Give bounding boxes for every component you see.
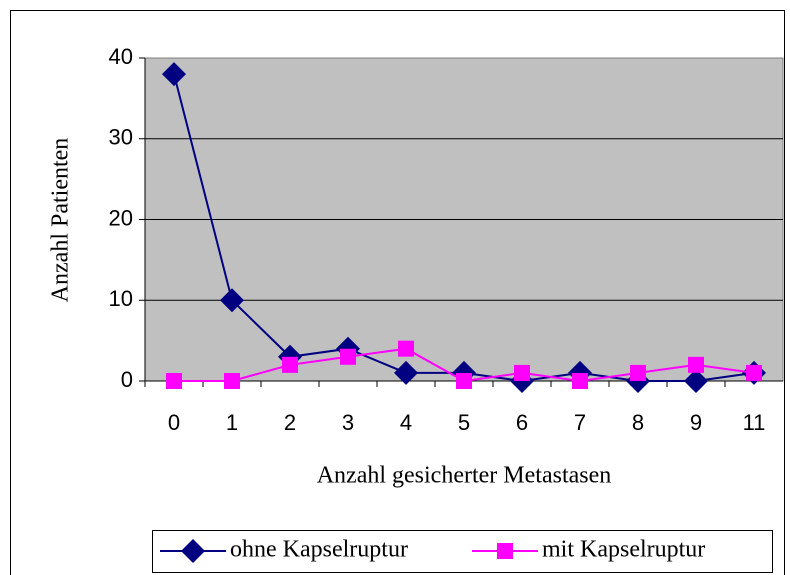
data-point <box>220 288 244 313</box>
data-point <box>224 373 240 389</box>
data-point <box>340 348 356 365</box>
data-point <box>282 356 298 373</box>
data-point <box>688 356 704 373</box>
x-tick-label: 9 <box>690 410 702 435</box>
legend-marker <box>497 543 513 559</box>
legend-label: mit Kapselruptur <box>542 537 705 563</box>
data-point <box>166 373 182 389</box>
data-point <box>572 373 588 389</box>
x-tick-label: 1 <box>226 410 238 435</box>
y-tick-label: 10 <box>109 286 133 311</box>
data-point <box>746 364 762 381</box>
y-tick-label: 0 <box>121 367 133 392</box>
x-tick-label: 5 <box>458 410 470 435</box>
data-point <box>684 369 708 393</box>
y-tick-label: 30 <box>109 125 133 150</box>
x-tick-label: 8 <box>632 410 644 435</box>
x-axis-label: Anzahl gesicherter Metastasen <box>317 463 612 489</box>
x-tick-label: 6 <box>516 410 528 435</box>
y-axis-label: Anzahl Patienten <box>48 138 74 303</box>
x-tick-label: 0 <box>168 410 180 435</box>
x-tick-label: 11 <box>743 410 766 435</box>
y-tick-label: 20 <box>109 205 133 230</box>
x-tick-label: 3 <box>342 410 354 435</box>
data-point <box>398 340 414 357</box>
x-tick-label: 4 <box>400 410 412 435</box>
y-tick-label: 40 <box>109 44 133 69</box>
data-point <box>456 373 472 389</box>
data-point <box>162 62 186 87</box>
legend <box>152 530 773 573</box>
data-point <box>630 364 646 381</box>
legend-label: ohne Kapselruptur <box>230 537 408 563</box>
legend-marker <box>181 539 205 563</box>
data-point <box>514 364 530 381</box>
x-tick-label: 2 <box>284 410 296 435</box>
data-point <box>394 360 418 385</box>
x-tick-label: 7 <box>574 410 586 435</box>
